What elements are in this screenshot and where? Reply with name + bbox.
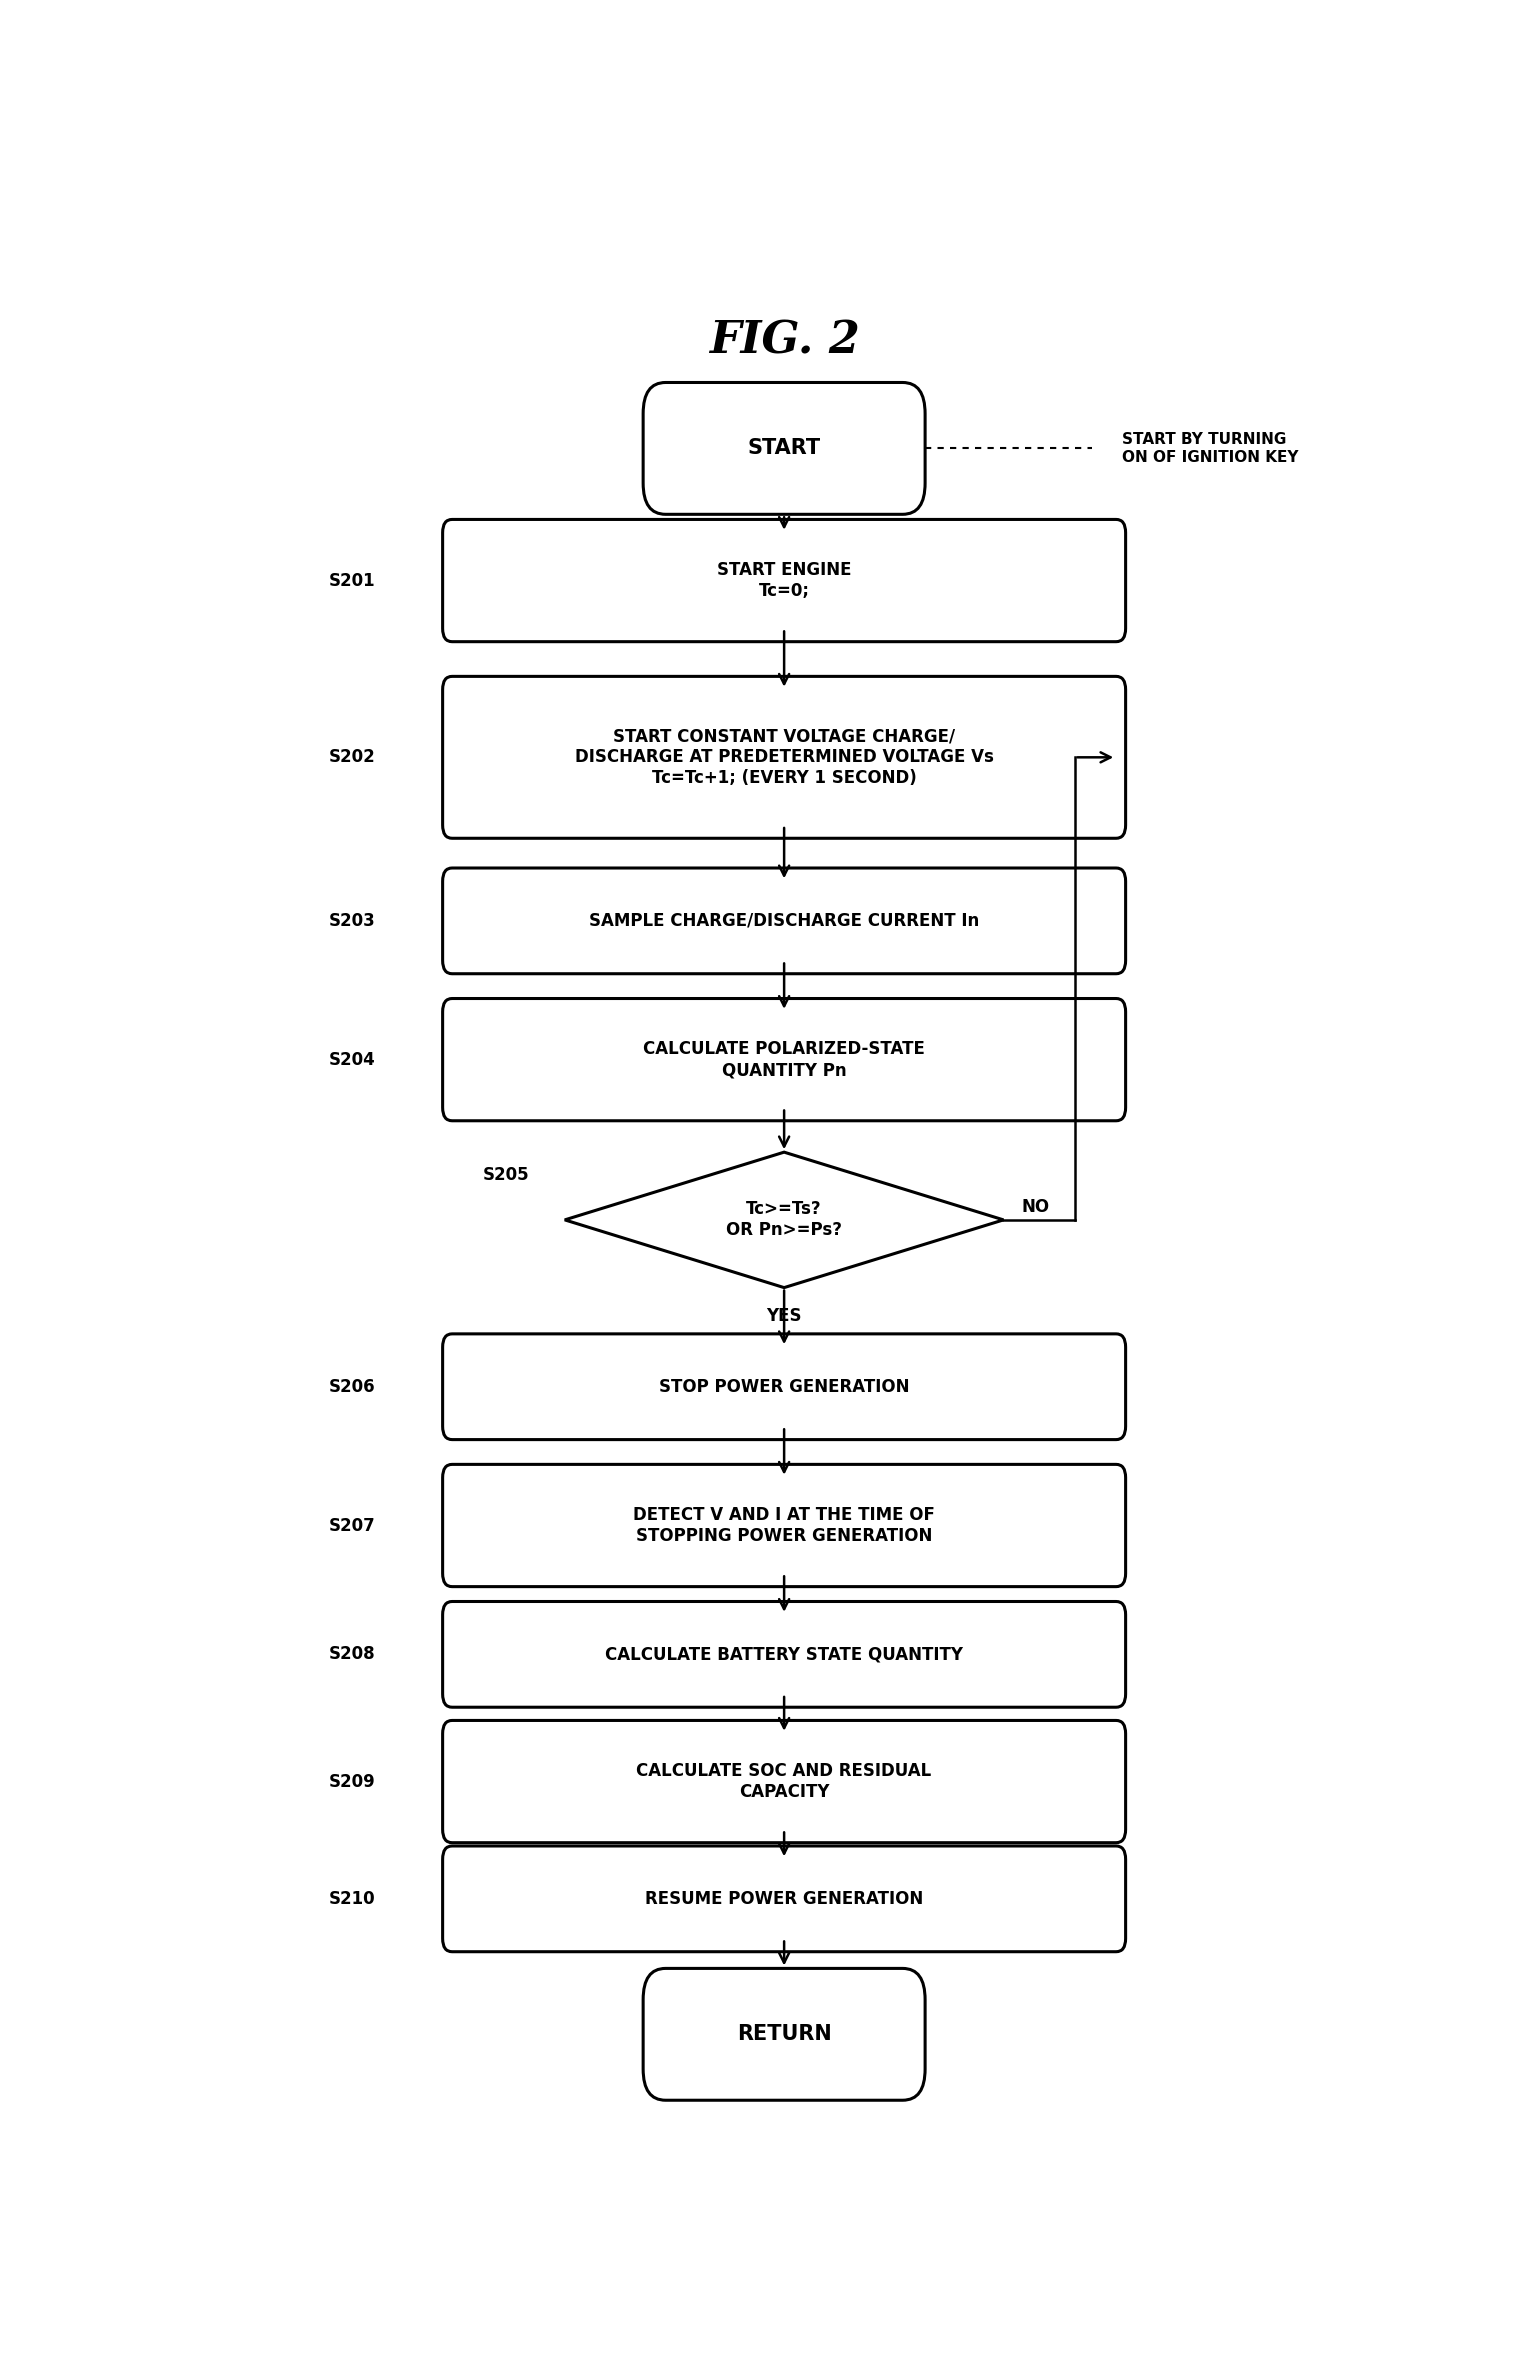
Polygon shape <box>565 1152 1004 1289</box>
FancyBboxPatch shape <box>442 1846 1126 1952</box>
Text: CALCULATE BATTERY STATE QUANTITY: CALCULATE BATTERY STATE QUANTITY <box>606 1645 962 1664</box>
Text: S208: S208 <box>329 1645 375 1664</box>
Text: START: START <box>748 439 820 458</box>
Text: START CONSTANT VOLTAGE CHARGE/
DISCHARGE AT PREDETERMINED VOLTAGE Vs
Tc=Tc+1; (E: START CONSTANT VOLTAGE CHARGE/ DISCHARGE… <box>575 727 993 788</box>
Text: YES: YES <box>767 1307 802 1326</box>
Text: S201: S201 <box>329 571 375 590</box>
Text: S204: S204 <box>329 1050 375 1069</box>
Text: S209: S209 <box>329 1772 375 1791</box>
Text: START BY TURNING
ON OF IGNITION KEY: START BY TURNING ON OF IGNITION KEY <box>1121 432 1299 465</box>
Text: FIG. 2: FIG. 2 <box>708 319 860 363</box>
Text: CALCULATE SOC AND RESIDUAL
CAPACITY: CALCULATE SOC AND RESIDUAL CAPACITY <box>636 1763 932 1801</box>
Text: S203: S203 <box>329 911 375 930</box>
Text: S205: S205 <box>482 1166 529 1185</box>
FancyBboxPatch shape <box>442 519 1126 642</box>
Text: DETECT V AND I AT THE TIME OF
STOPPING POWER GENERATION: DETECT V AND I AT THE TIME OF STOPPING P… <box>633 1506 935 1546</box>
FancyBboxPatch shape <box>442 1333 1126 1440</box>
Text: STOP POWER GENERATION: STOP POWER GENERATION <box>659 1378 909 1395</box>
Text: SAMPLE CHARGE/DISCHARGE CURRENT In: SAMPLE CHARGE/DISCHARGE CURRENT In <box>589 911 979 930</box>
Text: START ENGINE
Tc=0;: START ENGINE Tc=0; <box>718 562 851 599</box>
Text: RETURN: RETURN <box>737 2025 831 2044</box>
Text: Tc>=Ts?
OR Pn>=Ps?: Tc>=Ts? OR Pn>=Ps? <box>727 1201 842 1239</box>
FancyBboxPatch shape <box>643 1968 926 2100</box>
FancyBboxPatch shape <box>643 382 926 514</box>
FancyBboxPatch shape <box>442 868 1126 975</box>
Text: S202: S202 <box>329 748 375 767</box>
Text: S206: S206 <box>329 1378 375 1395</box>
Text: S207: S207 <box>329 1517 375 1534</box>
FancyBboxPatch shape <box>442 1463 1126 1586</box>
Text: S210: S210 <box>329 1890 375 1907</box>
Text: NO: NO <box>1022 1197 1050 1215</box>
Text: CALCULATE POLARIZED-STATE
QUANTITY Pn: CALCULATE POLARIZED-STATE QUANTITY Pn <box>643 1041 926 1079</box>
FancyBboxPatch shape <box>442 1720 1126 1843</box>
FancyBboxPatch shape <box>442 677 1126 838</box>
FancyBboxPatch shape <box>442 998 1126 1121</box>
Text: RESUME POWER GENERATION: RESUME POWER GENERATION <box>646 1890 923 1907</box>
FancyBboxPatch shape <box>442 1602 1126 1706</box>
